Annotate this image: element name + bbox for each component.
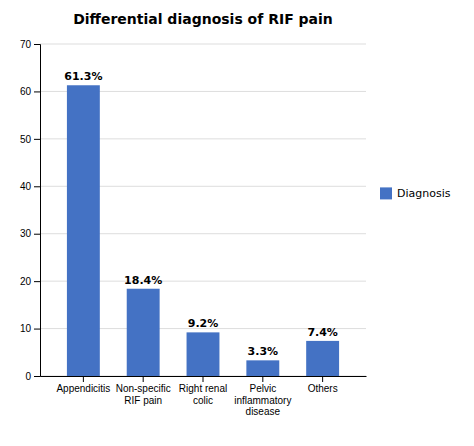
bar — [306, 341, 339, 376]
y-tick: 40 — [20, 181, 40, 192]
data-label: 3.3% — [248, 345, 279, 358]
y-tick-label: 40 — [20, 181, 32, 192]
y-tick: 20 — [20, 276, 40, 287]
y-tick-label: 70 — [20, 39, 32, 50]
x-tick-mark — [143, 376, 144, 382]
x-tick-label: Others — [308, 383, 338, 394]
y-tick: 30 — [20, 228, 40, 239]
bar — [187, 332, 220, 376]
legend-item: Diagnosis — [380, 187, 451, 200]
y-tick-label: 0 — [25, 371, 31, 382]
x-tick: Non-specificRIF pain — [116, 376, 171, 406]
y-tick-mark — [34, 186, 40, 187]
x-tick-label-line: Appendicitis — [56, 383, 110, 394]
plot: 0 10 20 30 40 50 60 70 61.3% 18.4% 9.2% 3.3% 7.4% App… — [20, 39, 367, 417]
bar — [246, 360, 279, 376]
data-label: 18.4% — [124, 274, 162, 287]
x-tick: Right renalcolic — [179, 376, 227, 406]
title: Differential diagnosis of RIF pain — [73, 11, 333, 27]
legend: Diagnosis — [380, 187, 451, 200]
y-tick: 0 — [25, 371, 40, 382]
legend-label: Diagnosis — [397, 187, 451, 200]
bar — [67, 85, 100, 376]
x-axis: Appendicitis Non-specificRIF pain Right re… — [41, 376, 367, 417]
x-tick-label: Appendicitis — [56, 383, 110, 394]
x-tick-label-line: Right renal — [179, 383, 227, 394]
grid-line — [40, 44, 366, 45]
x-tick-mark — [83, 376, 84, 382]
bars — [67, 85, 339, 376]
y-tick-mark — [34, 376, 40, 377]
x-tick-label: Pelvicinflammatorydisease — [234, 383, 291, 417]
y-tick-mark — [34, 44, 40, 45]
x-tick: Pelvicinflammatorydisease — [234, 376, 291, 417]
x-tick-mark — [203, 376, 204, 382]
x-tick-label-line: Others — [308, 383, 338, 394]
bar — [127, 289, 160, 376]
y-axis: 0 10 20 30 40 50 60 70 — [20, 39, 41, 382]
data-label: 61.3% — [64, 70, 102, 83]
x-tick-label-line: RIF pain — [124, 395, 162, 406]
y-tick: 50 — [20, 134, 40, 145]
y-axis-line — [34, 45, 41, 377]
x-tick-mark — [322, 376, 323, 382]
x-tick-mark — [262, 376, 263, 382]
y-tick: 10 — [20, 323, 40, 334]
y-tick-mark — [34, 91, 40, 92]
y-tick-mark — [34, 281, 40, 282]
y-tick-mark — [34, 234, 40, 235]
y-tick-label: 50 — [20, 134, 32, 145]
x-tick-label-line: colic — [193, 395, 213, 406]
y-tick-mark — [34, 139, 40, 140]
x-tick-label: Right renalcolic — [179, 383, 227, 406]
legend-swatch — [380, 187, 392, 199]
x-tick: Appendicitis — [56, 376, 110, 394]
data-label: 7.4% — [307, 326, 338, 339]
y-tick-label: 60 — [20, 86, 32, 97]
chart: 0 10 20 30 40 50 60 70 61.3% 18.4% 9.2% 3.3% 7.4% App… — [0, 0, 474, 446]
x-tick-label-line: disease — [246, 406, 281, 417]
x-tick: Others — [308, 376, 338, 394]
y-tick-mark — [34, 329, 40, 330]
y-tick-label: 10 — [20, 323, 32, 334]
data-labels: 61.3% 18.4% 9.2% 3.3% 7.4% — [64, 70, 338, 358]
y-tick-label: 20 — [20, 276, 32, 287]
y-tick: 70 — [20, 39, 40, 50]
y-tick: 60 — [20, 86, 40, 97]
data-label: 9.2% — [188, 317, 219, 330]
y-tick-label: 30 — [20, 228, 32, 239]
x-tick-label-line: Non-specific — [116, 383, 171, 394]
grid — [40, 44, 366, 376]
x-tick-label: Non-specificRIF pain — [116, 383, 171, 406]
x-tick-label-line: Pelvic — [249, 383, 276, 394]
x-tick-label-line: inflammatory — [234, 395, 291, 406]
